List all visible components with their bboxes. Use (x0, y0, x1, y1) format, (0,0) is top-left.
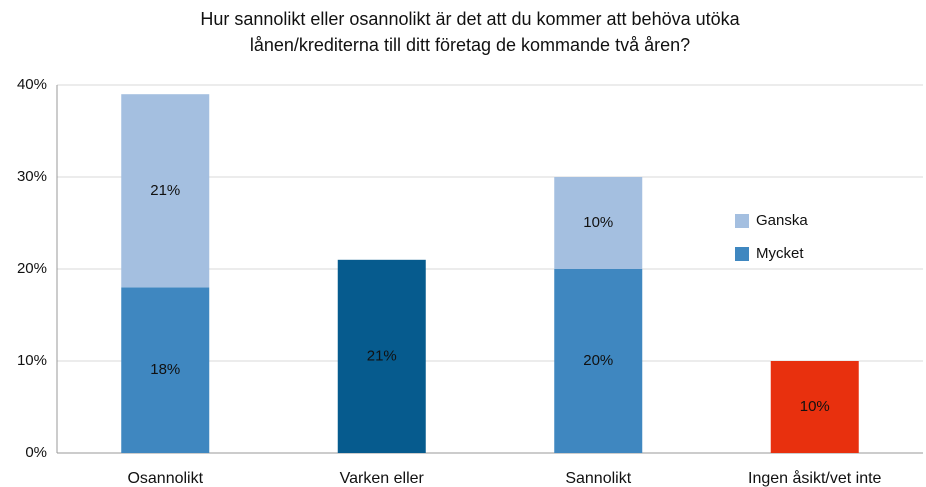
bar-segment (337, 259, 426, 453)
x-tick-label: Osannolikt (127, 470, 203, 487)
bar-segment (121, 94, 210, 288)
y-tick-label: 40% (17, 76, 47, 93)
y-tick-label: 0% (25, 444, 47, 461)
legend-label: Ganska (756, 212, 808, 229)
y-tick-label: 20% (17, 260, 47, 277)
chart-title: Hur sannolikt eller osannolikt är det at… (200, 9, 740, 29)
legend-label: Mycket (756, 245, 804, 262)
legend-swatch (735, 214, 749, 228)
bar-segment (770, 361, 859, 453)
x-tick-label: Varken eller (340, 470, 425, 487)
bar-segment (554, 177, 643, 269)
y-tick-label: 10% (17, 352, 47, 369)
bar-segment (554, 269, 643, 453)
data-label: 10% (800, 398, 830, 415)
y-tick-label: 30% (17, 168, 47, 185)
data-label: 10% (583, 214, 613, 231)
x-tick-label: Ingen åsikt/vet inte (748, 469, 882, 487)
bar-segment (121, 287, 210, 453)
data-label: 21% (367, 347, 397, 364)
data-label: 20% (583, 352, 613, 369)
data-label: 18% (150, 361, 180, 378)
data-label: 21% (150, 182, 180, 199)
x-tick-label: Sannolikt (565, 470, 631, 487)
chart-title: lånen/krediterna till ditt företag de ko… (250, 35, 690, 55)
legend-swatch (735, 247, 749, 261)
